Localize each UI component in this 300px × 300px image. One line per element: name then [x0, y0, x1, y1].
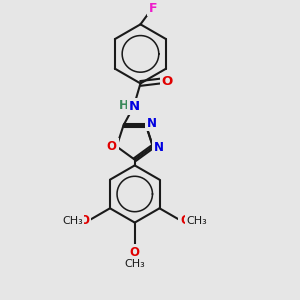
Text: CH₃: CH₃	[63, 216, 83, 226]
Text: H: H	[118, 99, 128, 112]
Text: O: O	[80, 214, 90, 227]
Text: N: N	[129, 100, 140, 113]
Text: O: O	[161, 74, 173, 88]
Text: F: F	[149, 2, 158, 15]
Text: N: N	[154, 141, 164, 154]
Text: CH₃: CH₃	[186, 216, 207, 226]
Text: O: O	[180, 214, 190, 227]
Text: O: O	[107, 140, 117, 153]
Text: O: O	[130, 246, 140, 259]
Text: N: N	[147, 117, 157, 130]
Text: CH₃: CH₃	[124, 259, 145, 269]
